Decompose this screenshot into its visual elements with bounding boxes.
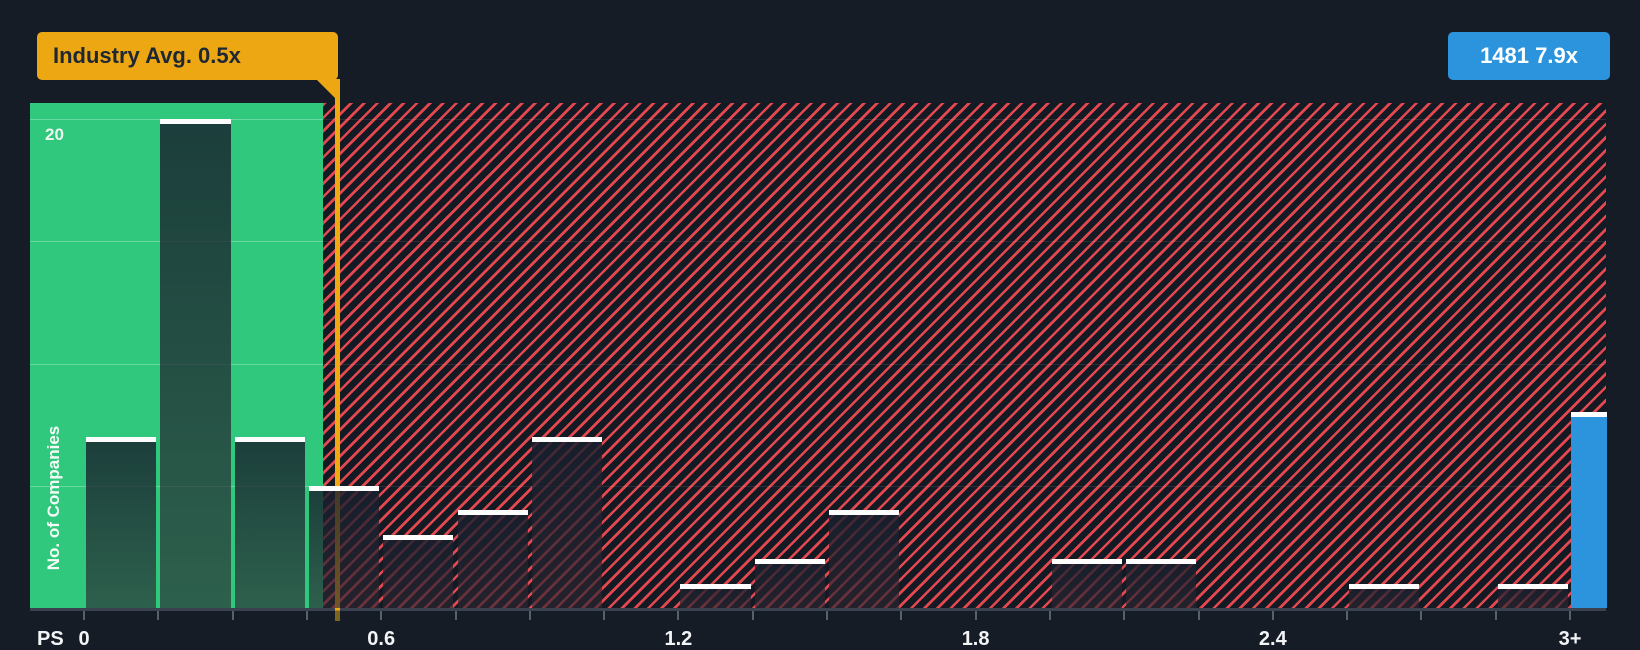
bar-top-cap	[1497, 583, 1568, 589]
x-axis-tick	[454, 611, 457, 620]
histogram-bar[interactable]	[531, 436, 603, 608]
y-axis-title: No. of Companies	[44, 425, 63, 571]
x-tick-label: 0	[78, 628, 90, 650]
histogram-bar[interactable]	[680, 583, 751, 608]
histogram-bar[interactable]	[457, 510, 528, 608]
histogram-bar[interactable]	[1051, 559, 1123, 608]
x-axis-tick	[1420, 611, 1423, 620]
bar-top-cap	[86, 436, 157, 442]
x-axis-tick	[1048, 611, 1051, 620]
bar-top-cap	[754, 559, 825, 565]
x-axis-tick	[1569, 611, 1571, 620]
histogram-bar[interactable]	[160, 119, 231, 608]
x-axis-tick	[83, 611, 85, 620]
x-axis-tick	[900, 611, 903, 620]
x-axis-tick	[677, 611, 680, 620]
bar-top-cap	[457, 510, 528, 516]
x-axis-prefix: PS	[37, 628, 64, 650]
y-gridline	[323, 119, 1606, 120]
industry-avg-tooltip: Industry Avg. 0.5x	[37, 32, 338, 80]
histogram-bar[interactable]	[383, 534, 454, 608]
histogram-bar[interactable]	[829, 510, 900, 608]
x-axis-tick	[157, 611, 160, 620]
industry-avg-line	[335, 80, 340, 621]
company-value-badge: 1481 7.9x	[1448, 32, 1610, 80]
bar-top-cap	[1349, 583, 1420, 589]
bar-top-cap	[234, 436, 305, 442]
x-axis-tick	[751, 611, 754, 620]
bar-top-cap	[1126, 559, 1197, 565]
bar-top-cap	[1571, 412, 1607, 418]
bar-top-cap	[1051, 559, 1123, 565]
highlighted-company-bar[interactable]	[1571, 412, 1607, 608]
bar-top-cap	[531, 436, 603, 442]
y-gridline	[323, 363, 1606, 365]
x-axis-tick	[1494, 611, 1497, 620]
x-axis-tick	[603, 611, 606, 620]
histogram-bar[interactable]	[234, 436, 305, 608]
x-axis-tick	[1197, 611, 1200, 620]
histogram-bar[interactable]	[308, 485, 380, 608]
bar-top-cap	[308, 485, 380, 491]
x-tick-label: 1.8	[961, 628, 990, 650]
x-tick-label: 0.6	[367, 628, 396, 650]
x-tick-label: 2.4	[1258, 628, 1287, 650]
company-value-badge-label: 1481 7.9x	[1480, 43, 1578, 68]
histogram-bar[interactable]	[1497, 583, 1568, 608]
x-axis-tick	[231, 611, 234, 620]
x-axis-line	[30, 608, 1606, 611]
x-tick-label: 3+	[1558, 628, 1582, 650]
x-axis-tick	[1271, 611, 1274, 620]
x-axis-tick	[974, 611, 977, 620]
histogram-bar[interactable]	[1349, 583, 1420, 608]
x-tick-label: 1.2	[664, 628, 693, 650]
bar-top-cap	[680, 583, 751, 589]
y-gridline	[323, 241, 1606, 243]
x-axis-tick	[380, 611, 383, 620]
bar-top-cap	[383, 534, 454, 540]
x-axis-tick	[1123, 611, 1126, 620]
x-axis-tick	[528, 611, 531, 620]
x-axis-tick	[305, 611, 308, 620]
histogram-bar[interactable]	[1126, 559, 1197, 608]
y-gridline-label: 20	[45, 125, 64, 144]
bar-top-cap	[160, 119, 231, 124]
x-axis-tick	[826, 611, 828, 620]
y-gridline	[323, 485, 1606, 487]
x-axis-tick	[1346, 611, 1349, 620]
bar-top-cap	[829, 510, 900, 516]
histogram-bar[interactable]	[86, 436, 157, 608]
industry-avg-tooltip-label: Industry Avg. 0.5x	[53, 43, 241, 68]
histogram-bar[interactable]	[754, 559, 825, 608]
